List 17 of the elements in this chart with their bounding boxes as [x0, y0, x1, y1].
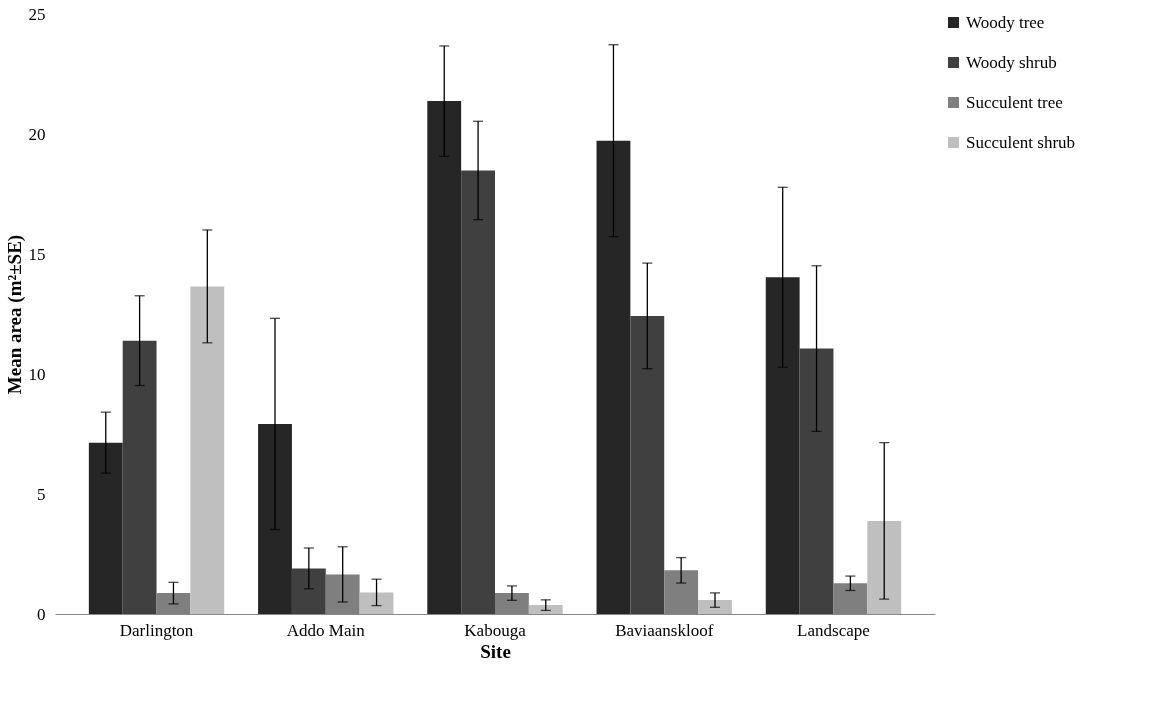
x-axis-title: Site: [480, 640, 511, 662]
y-tick-label: 5: [37, 484, 46, 504]
legend-label: Woody tree: [966, 12, 1045, 32]
x-tick-label: Landscape: [797, 620, 870, 640]
y-tick-label: 20: [28, 124, 46, 144]
y-axis-title: Mean area (m²±SE): [3, 234, 26, 395]
y-tick-label: 10: [28, 364, 46, 384]
x-tick-label: Kabouga: [464, 620, 527, 640]
y-tick-label: 0: [37, 604, 46, 624]
legend-label: Woody shrub: [966, 52, 1057, 72]
legend-label: Succulent shrub: [966, 132, 1076, 152]
y-tick-label: 25: [28, 4, 46, 24]
x-tick-label: Baviaanskloof: [615, 620, 714, 640]
y-tick-label: 15: [28, 244, 46, 264]
x-tick-label: Darlington: [119, 620, 194, 640]
legend-label: Succulent tree: [966, 92, 1063, 112]
x-tick-label: Addo Main: [286, 620, 366, 640]
